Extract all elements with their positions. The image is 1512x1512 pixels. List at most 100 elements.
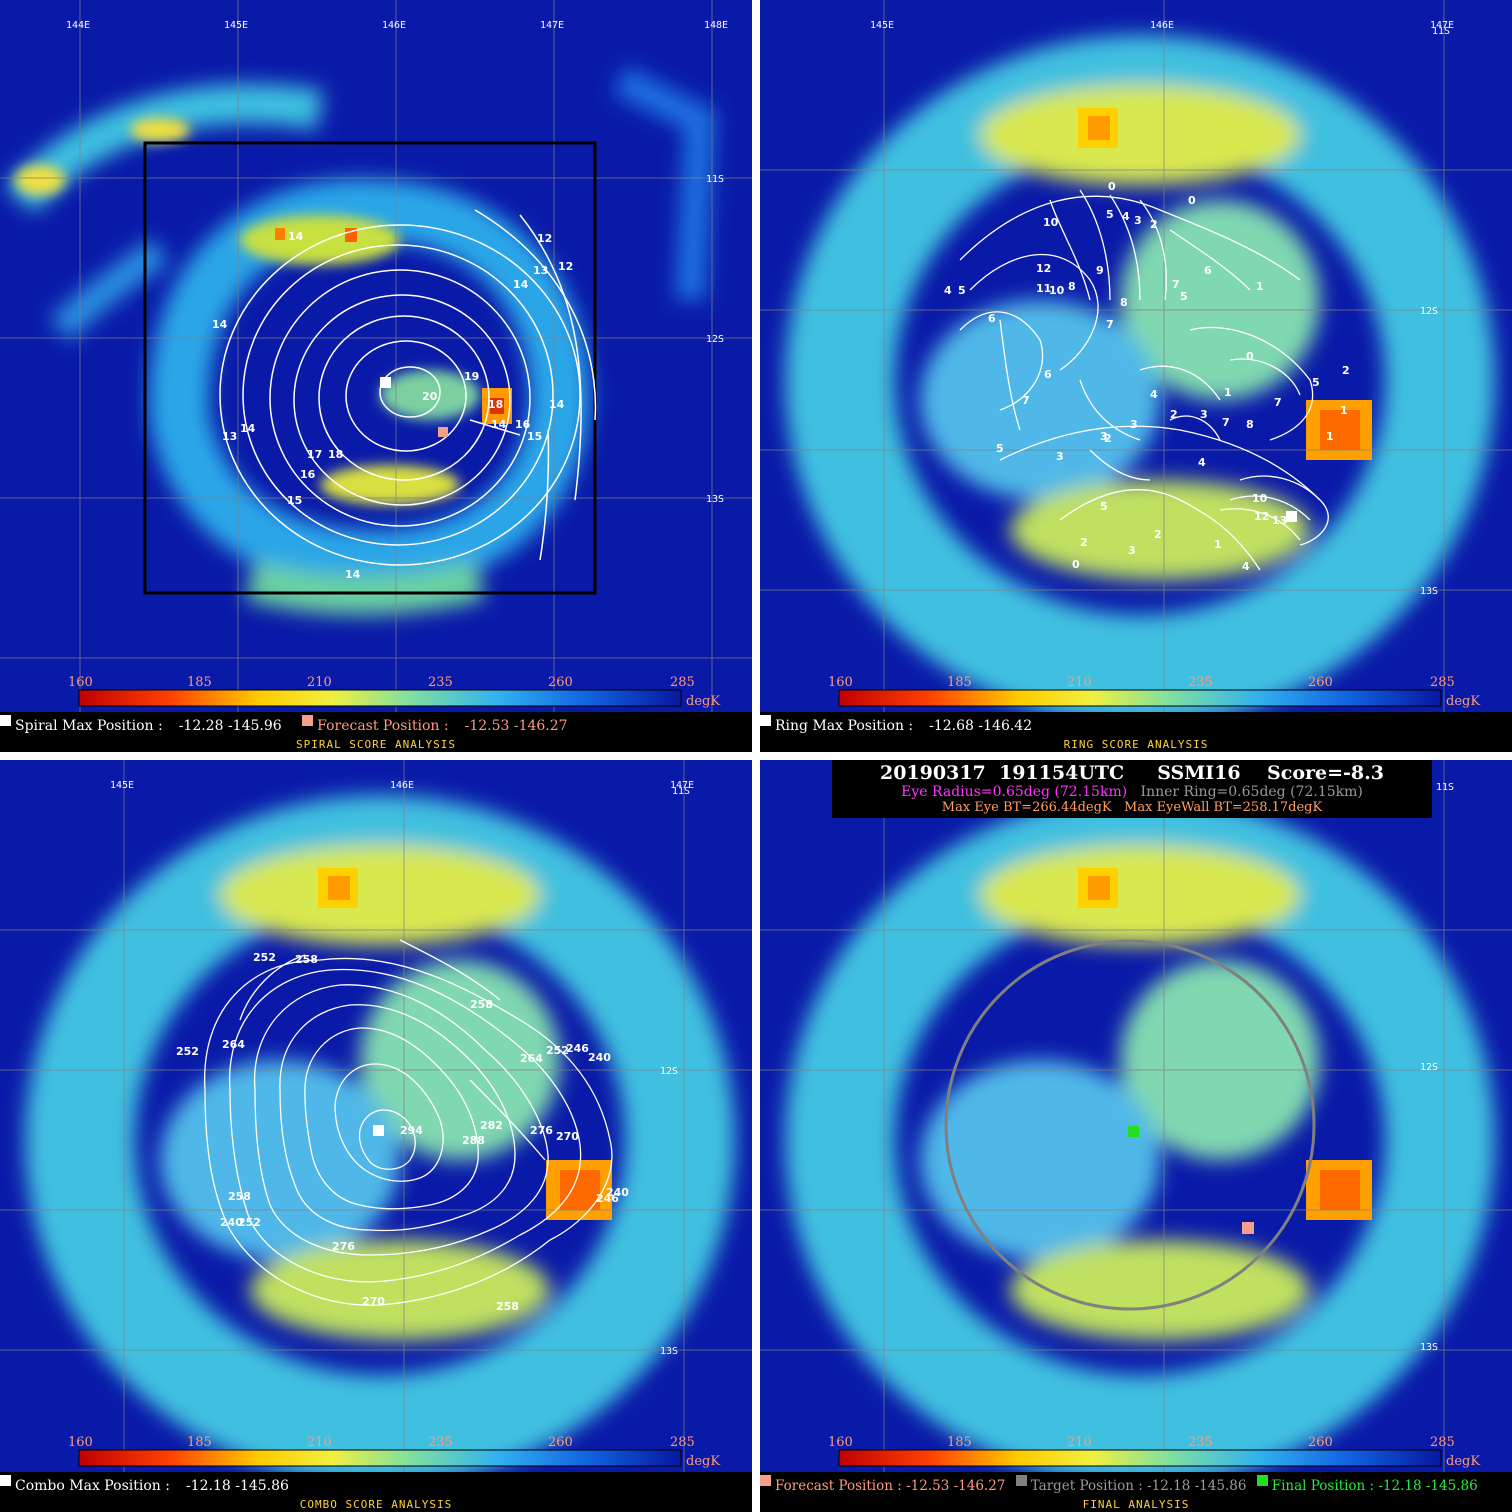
- forecast-marker: [1242, 1222, 1254, 1234]
- contour-label: 8: [1120, 296, 1128, 309]
- contour-label: 3: [1056, 450, 1064, 463]
- final-footer: Forecast Position : -12.53 -146.27 Targe…: [760, 1472, 1512, 1512]
- spiral-footer: Spiral Max Position : -12.28 -145.96 Fore…: [0, 712, 752, 752]
- contour-label: 2: [1154, 528, 1162, 541]
- ring-footer: Ring Max Position : -12.68 -146.42 RING S…: [760, 712, 1512, 752]
- contour-label: 10: [1043, 216, 1059, 229]
- contour-label: 14: [288, 230, 304, 243]
- lat-label: 13S: [660, 1346, 678, 1357]
- forecast-value: -12.53 -146.27: [906, 1478, 1006, 1494]
- contour-label: 16: [515, 418, 531, 431]
- colorbar-tick: 160: [68, 675, 93, 690]
- lat-label: 11S: [672, 786, 690, 797]
- colorbar-tick: 160: [68, 1435, 93, 1450]
- combo-max-label: Combo Max Position :: [15, 1478, 170, 1494]
- lat-label: 11S: [706, 174, 724, 185]
- colorbar-tick: 235: [1188, 1435, 1213, 1450]
- contour-label: 3: [1100, 430, 1108, 443]
- contour-label: 19: [464, 370, 479, 383]
- contour-label: 4: [944, 284, 952, 297]
- contour-label: 14: [345, 568, 361, 581]
- contour-label: 13: [1272, 514, 1287, 527]
- contour-label: 258: [228, 1190, 251, 1203]
- colorbar-tick: 235: [428, 1435, 453, 1450]
- contour-label: 240: [588, 1051, 611, 1064]
- colorbar: [838, 689, 1442, 707]
- contour-label: 240: [220, 1216, 243, 1229]
- contour-label: 18: [488, 398, 503, 411]
- contour-label: 12: [1254, 510, 1269, 523]
- final-imagery: 11S 12S 13S 160 185 210 235 260 285 degK: [760, 760, 1512, 1472]
- contour-label: 12: [558, 260, 573, 273]
- contour-label: 264: [222, 1038, 245, 1051]
- contour-label: 16: [300, 468, 316, 481]
- contour-label: 14: [240, 422, 256, 435]
- lon-label: 144E: [66, 20, 90, 31]
- contour-label: 2: [1150, 218, 1158, 231]
- colorbar-tick: 260: [548, 1435, 573, 1450]
- combo-panel: 145E 146E 147E 11S 12S 13S 252 258 264 2…: [0, 760, 752, 1512]
- lat-label: 12S: [1420, 306, 1438, 317]
- contour-label: 246: [596, 1192, 619, 1205]
- lon-label: 146E: [1150, 20, 1174, 31]
- spiral-panel: 144E 145E 146E 147E 148E 11S 12S 13S 14 …: [0, 0, 752, 752]
- lon-label: 146E: [390, 780, 414, 791]
- contour-label: 7: [1022, 394, 1030, 407]
- contour-label: 8: [1068, 280, 1076, 293]
- contour-label: 1: [1224, 386, 1232, 399]
- contour-label: 252: [238, 1216, 261, 1229]
- contour-label: 13: [533, 264, 548, 277]
- spiral-max-value: -12.28 -145.96: [178, 718, 282, 734]
- lat-label: 11S: [1432, 26, 1450, 37]
- ring-max-marker: [1286, 511, 1297, 522]
- colorbar-tick: 160: [828, 1435, 853, 1450]
- contour-label: 3: [1200, 408, 1208, 421]
- contour-label: 2: [1170, 408, 1178, 421]
- contour-label: 14: [549, 398, 565, 411]
- final-header: 20190317 191154UTC SSMI16 Score=-8.3 Eye…: [832, 760, 1432, 818]
- colorbar-tick: 235: [1188, 675, 1213, 690]
- contour-label: 6: [988, 312, 996, 325]
- contour-label: 1: [1214, 538, 1222, 551]
- contour-label: 258: [295, 953, 318, 966]
- analysis-box: [143, 141, 597, 595]
- lon-label: 147E: [1430, 20, 1454, 31]
- combo-max-marker: [373, 1125, 384, 1136]
- max-eyewall-bt: Max EyeWall BT=258.17degK: [1124, 800, 1323, 815]
- colorbar-tick: 185: [187, 675, 212, 690]
- colorbar-tick: 210: [307, 1435, 332, 1450]
- colorbar: [78, 1449, 682, 1467]
- contour-label: 9: [1096, 264, 1104, 277]
- contour-label: 10: [1049, 284, 1065, 297]
- contour-label: 1: [1340, 404, 1348, 417]
- contour-label: 13: [222, 430, 237, 443]
- contour-label: 0: [1108, 180, 1116, 193]
- lon-label: 147E: [540, 20, 564, 31]
- colorbar-unit: degK: [686, 694, 720, 709]
- target-value: -12.18 -145.86: [1147, 1478, 1247, 1494]
- max-marker-legend-icon: [0, 1475, 11, 1486]
- contour-label: 4: [1150, 388, 1158, 401]
- lat-label: 12S: [1420, 1062, 1438, 1073]
- contour-label: 2: [1342, 364, 1350, 377]
- contour-label: 4: [1198, 456, 1206, 469]
- final-panel: 11S 12S 13S 160 185 210 235 260 285 degK…: [760, 760, 1512, 1512]
- header-datetime-score: 20190317 191154UTC SSMI16 Score=-8.3: [880, 762, 1384, 784]
- contour-label: 2: [1104, 432, 1112, 445]
- lat-label: 13S: [706, 494, 724, 505]
- contour-label: 4: [1122, 210, 1130, 223]
- eye-radius: Eye Radius=0.65deg (72.15km): [901, 784, 1128, 800]
- colorbar-tick: 285: [1430, 675, 1455, 690]
- lon-label: 146E: [382, 20, 406, 31]
- forecast-marker: [438, 427, 448, 437]
- contour-label: 258: [496, 1300, 519, 1313]
- contour-label: 12: [1036, 262, 1051, 275]
- final-position-marker: [1128, 1126, 1139, 1137]
- max-marker-legend-icon: [0, 715, 11, 726]
- colorbar-tick: 260: [1308, 675, 1333, 690]
- contour-label: 10: [1252, 492, 1268, 505]
- combo-imagery: 145E 146E 147E 11S 12S 13S 252 258 264 2…: [0, 760, 752, 1472]
- lon-label: 147E: [670, 780, 694, 791]
- contour-label: 5: [1180, 290, 1188, 303]
- colorbar-tick: 210: [307, 675, 332, 690]
